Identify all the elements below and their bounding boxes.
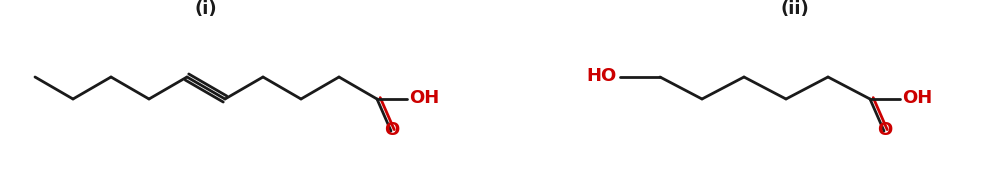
- Text: (ii): (ii): [781, 0, 809, 18]
- Text: O: O: [877, 121, 893, 139]
- Text: OH: OH: [902, 89, 932, 107]
- Text: OH: OH: [409, 89, 439, 107]
- Text: (i): (i): [195, 0, 217, 18]
- Text: HO: HO: [587, 67, 617, 85]
- Text: O: O: [384, 121, 400, 139]
